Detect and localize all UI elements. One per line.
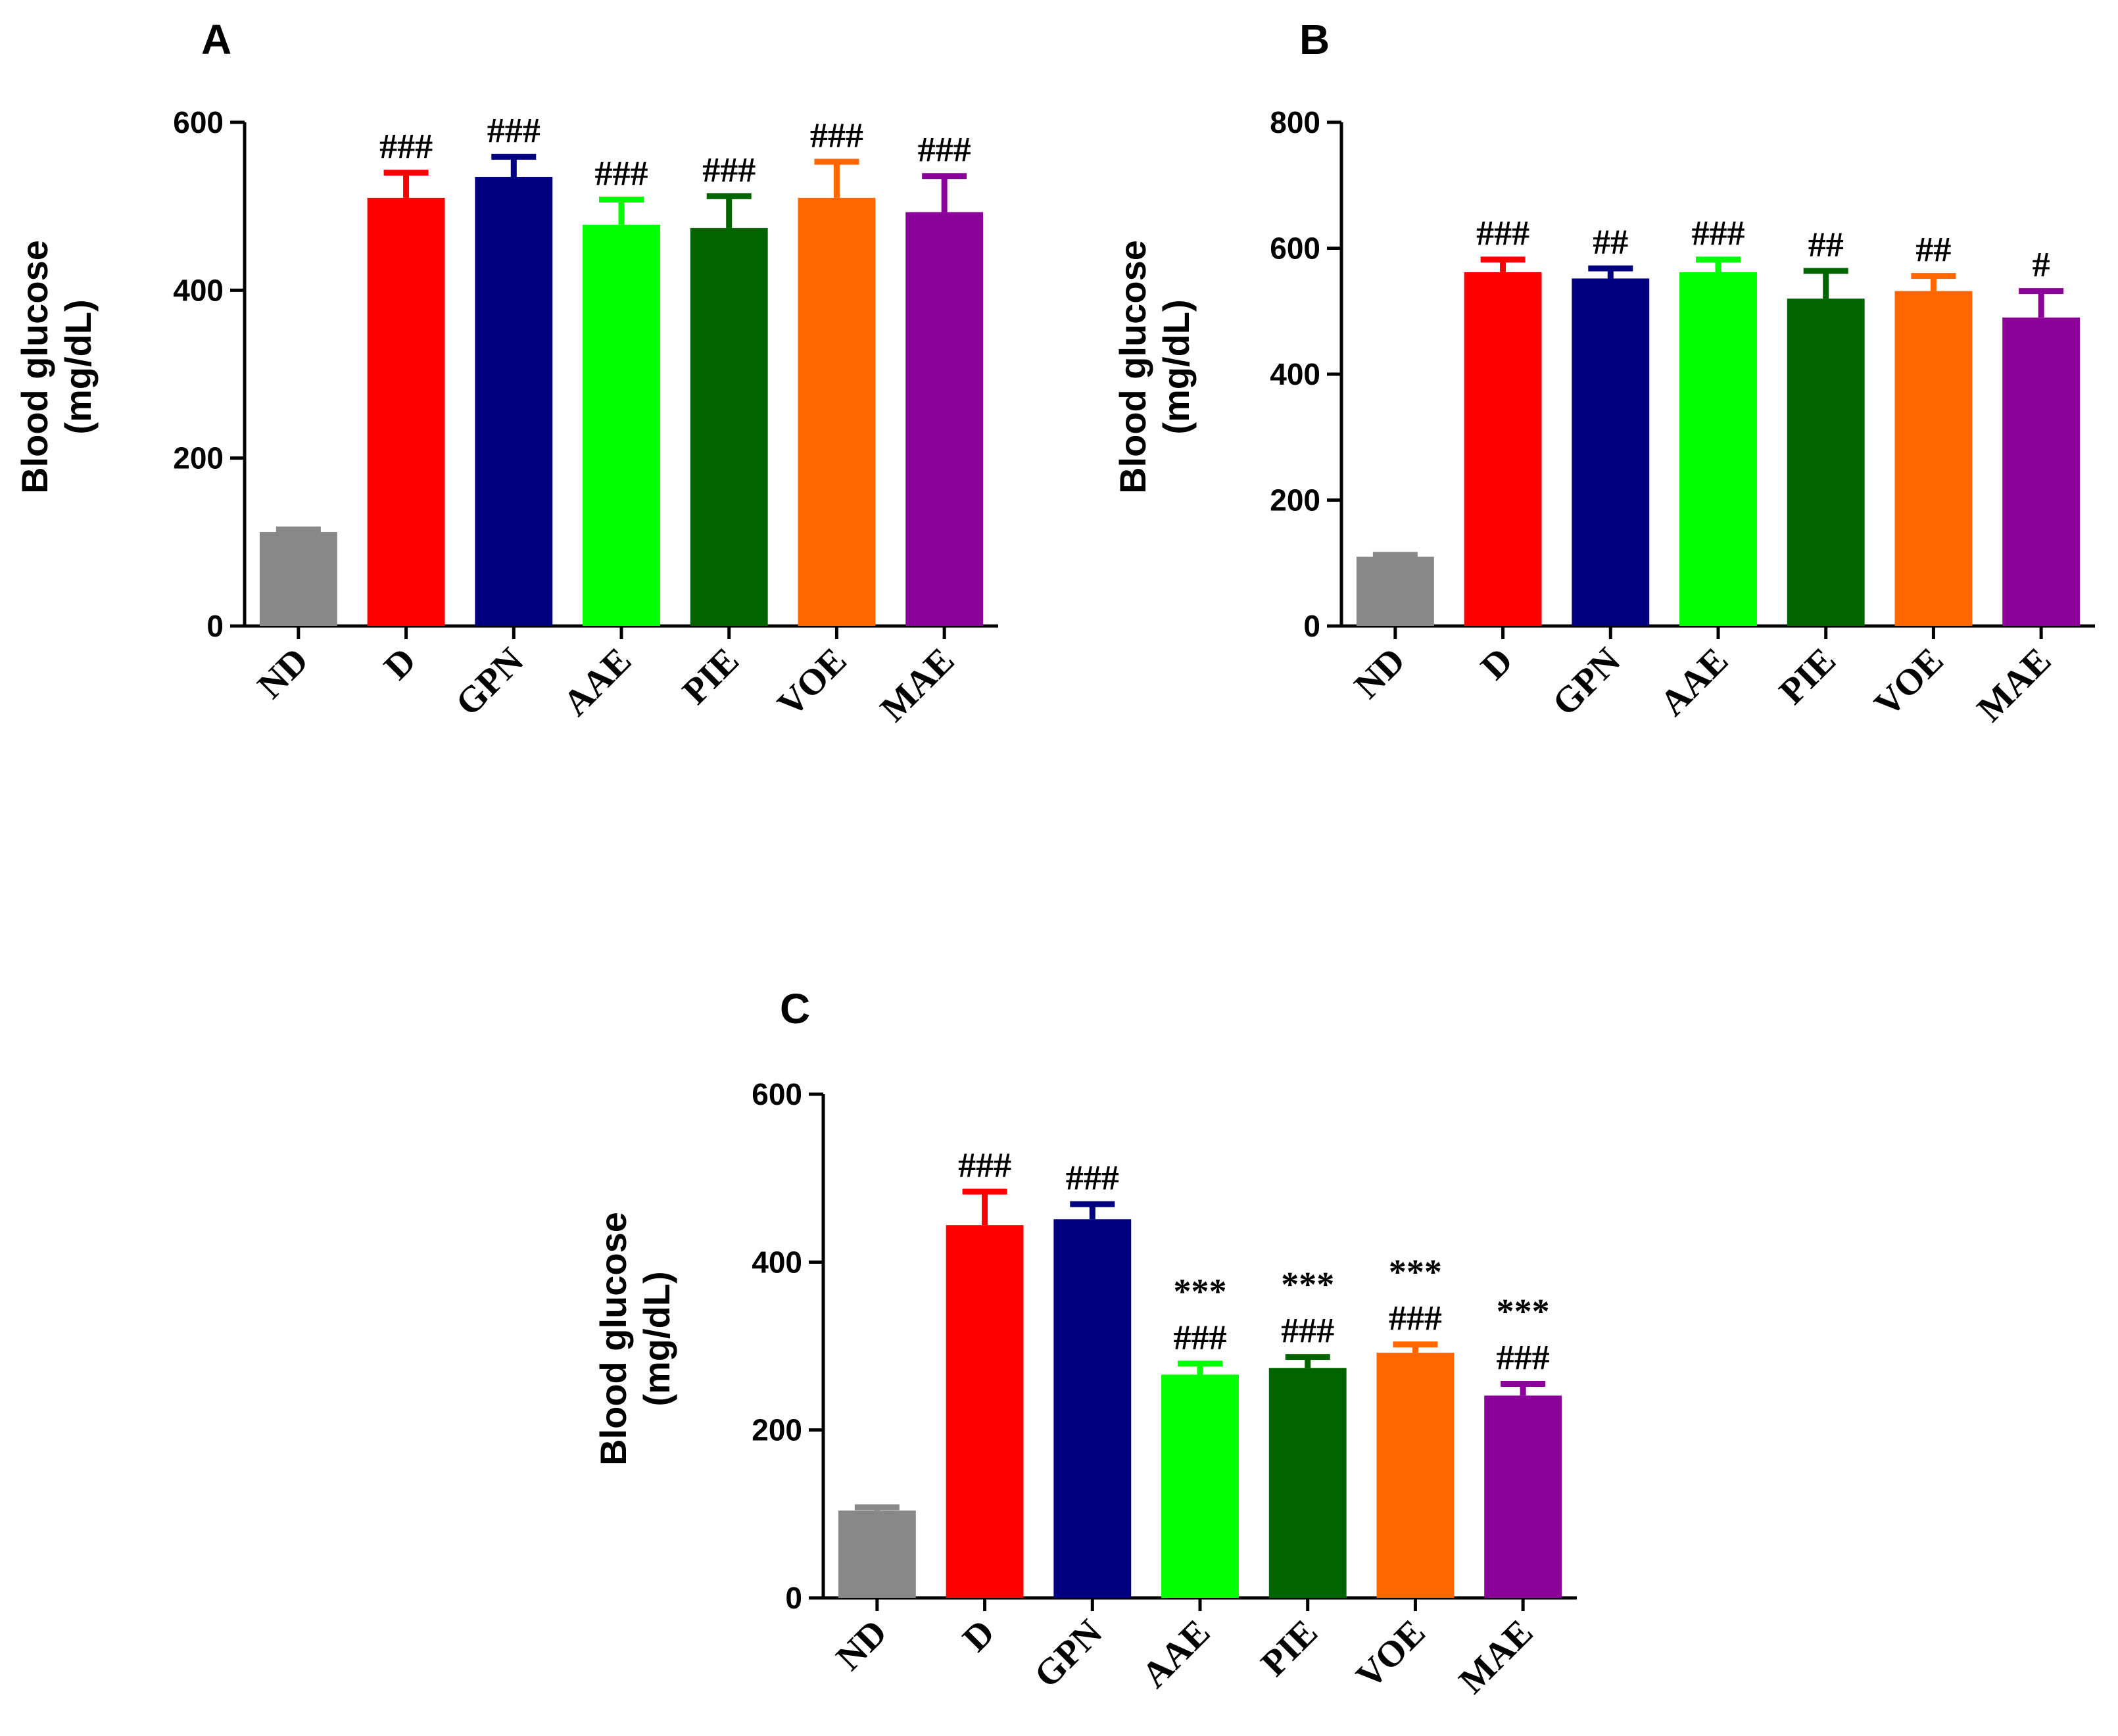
x-tick-label: VOE: [1867, 640, 1952, 725]
x-tick-label: AAE: [1134, 1612, 1218, 1695]
y-tick-label: 200: [173, 441, 224, 475]
bar-nd: [259, 532, 337, 626]
x-tick-label: AAE: [556, 640, 639, 723]
bar-mae: [2002, 317, 2081, 626]
y-tick-label: 600: [173, 105, 224, 139]
x-tick-label: MAE: [1969, 640, 2059, 729]
significance-label: ###: [487, 110, 541, 150]
x-tick-label: VOE: [1349, 1612, 1433, 1697]
bar-gpn: [475, 176, 553, 626]
significance-label: ###: [1497, 1338, 1550, 1377]
significance-label: ##: [1808, 225, 1844, 264]
x-tick-label: PIE: [1253, 1612, 1326, 1684]
x-tick-label: D: [955, 1612, 1002, 1659]
y-axis-label-line: Blood glucose: [14, 240, 55, 494]
x-tick-label: PIE: [1771, 640, 1844, 712]
panel-letter: B: [1299, 16, 1330, 63]
x-tick-label: D: [376, 640, 423, 687]
y-axis-label-line: (mg/dL): [636, 1271, 677, 1406]
significance-label: ***: [1497, 1291, 1550, 1331]
x-tick-label: ND: [829, 1612, 895, 1678]
significance-label: ###: [918, 130, 971, 170]
significance-label: ##: [1593, 222, 1628, 262]
bar-aae: [1679, 272, 1757, 626]
significance-label: ###: [1389, 1298, 1442, 1338]
y-axis-label: Blood glucose(mg/dL): [592, 1212, 677, 1466]
bar-mae: [1484, 1395, 1562, 1598]
y-axis-label-line: Blood glucose: [592, 1212, 634, 1466]
x-tick-label: VOE: [770, 640, 855, 725]
significance-label: #: [2033, 245, 2050, 285]
y-axis-label: Blood glucose(mg/dL): [1112, 240, 1197, 494]
significance-label: ###: [595, 153, 648, 193]
y-tick-label: 0: [206, 609, 224, 643]
significance-label: ###: [1066, 1158, 1119, 1197]
y-tick-label: 800: [1270, 105, 1320, 139]
x-tick-label: ND: [1347, 640, 1413, 706]
bar-d: [1464, 272, 1542, 626]
significance-label: ###: [702, 150, 756, 189]
bar-nd: [838, 1510, 916, 1598]
x-tick-label: GPN: [448, 640, 531, 723]
y-tick-label: 0: [1303, 609, 1320, 643]
bar-voe: [1376, 1353, 1455, 1598]
significance-label: ***: [1174, 1272, 1227, 1311]
bar-d: [367, 197, 445, 626]
significance-label: ***: [1281, 1265, 1334, 1305]
y-axis-label-line: (mg/dL): [1155, 299, 1197, 434]
x-tick-label: GPN: [1545, 640, 1628, 723]
y-tick-label: 600: [752, 1077, 802, 1111]
y-tick-label: 200: [752, 1413, 802, 1447]
bar-pie: [1268, 1368, 1347, 1598]
y-axis-label: Blood glucose(mg/dL): [14, 240, 99, 494]
bar-voe: [1894, 291, 1973, 626]
bar-pie: [690, 228, 768, 626]
y-tick-label: 400: [752, 1245, 802, 1279]
bar-d: [946, 1225, 1024, 1598]
x-tick-label: MAE: [1451, 1612, 1541, 1701]
bar-nd: [1356, 556, 1434, 626]
y-axis-label-line: Blood glucose: [1112, 240, 1153, 494]
significance-label: ###: [1281, 1311, 1334, 1351]
panel-letter: A: [201, 16, 231, 63]
chart-panel-c: C Blood glucose(mg/dL) 0 200 400 600 ND D ### GPN…: [592, 985, 1577, 1702]
significance-label: ###: [1692, 214, 1745, 253]
x-tick-label: PIE: [675, 640, 747, 712]
x-tick-label: AAE: [1652, 640, 1736, 723]
bar-gpn: [1572, 278, 1650, 627]
bar-aae: [583, 224, 660, 627]
bar-voe: [798, 197, 876, 626]
y-axis-label-line: (mg/dL): [57, 299, 99, 434]
x-tick-label: MAE: [873, 640, 962, 729]
x-tick-label: GPN: [1026, 1612, 1110, 1695]
significance-label: ##: [1915, 230, 1951, 270]
significance-label: ***: [1389, 1252, 1442, 1291]
significance-label: ###: [379, 127, 433, 166]
y-tick-label: 0: [785, 1581, 802, 1615]
y-tick-label: 600: [1270, 231, 1320, 266]
significance-label: ###: [1174, 1318, 1227, 1357]
bar-pie: [1787, 299, 1865, 626]
y-tick-label: 200: [1270, 483, 1320, 518]
significance-label: ###: [958, 1145, 1011, 1185]
bar-gpn: [1053, 1219, 1132, 1598]
chart-panel-a: A Blood glucose(mg/dL) 0 200 400 600 ND D ### GPN…: [14, 16, 998, 730]
significance-label: ###: [1476, 214, 1529, 253]
x-tick-label: ND: [250, 640, 316, 706]
bar-aae: [1161, 1374, 1239, 1598]
x-tick-label: D: [1473, 640, 1520, 687]
y-tick-label: 400: [1270, 357, 1320, 391]
y-tick-label: 400: [173, 273, 224, 307]
significance-label: ###: [810, 116, 863, 155]
panel-letter: C: [780, 985, 810, 1032]
bar-mae: [905, 212, 984, 626]
